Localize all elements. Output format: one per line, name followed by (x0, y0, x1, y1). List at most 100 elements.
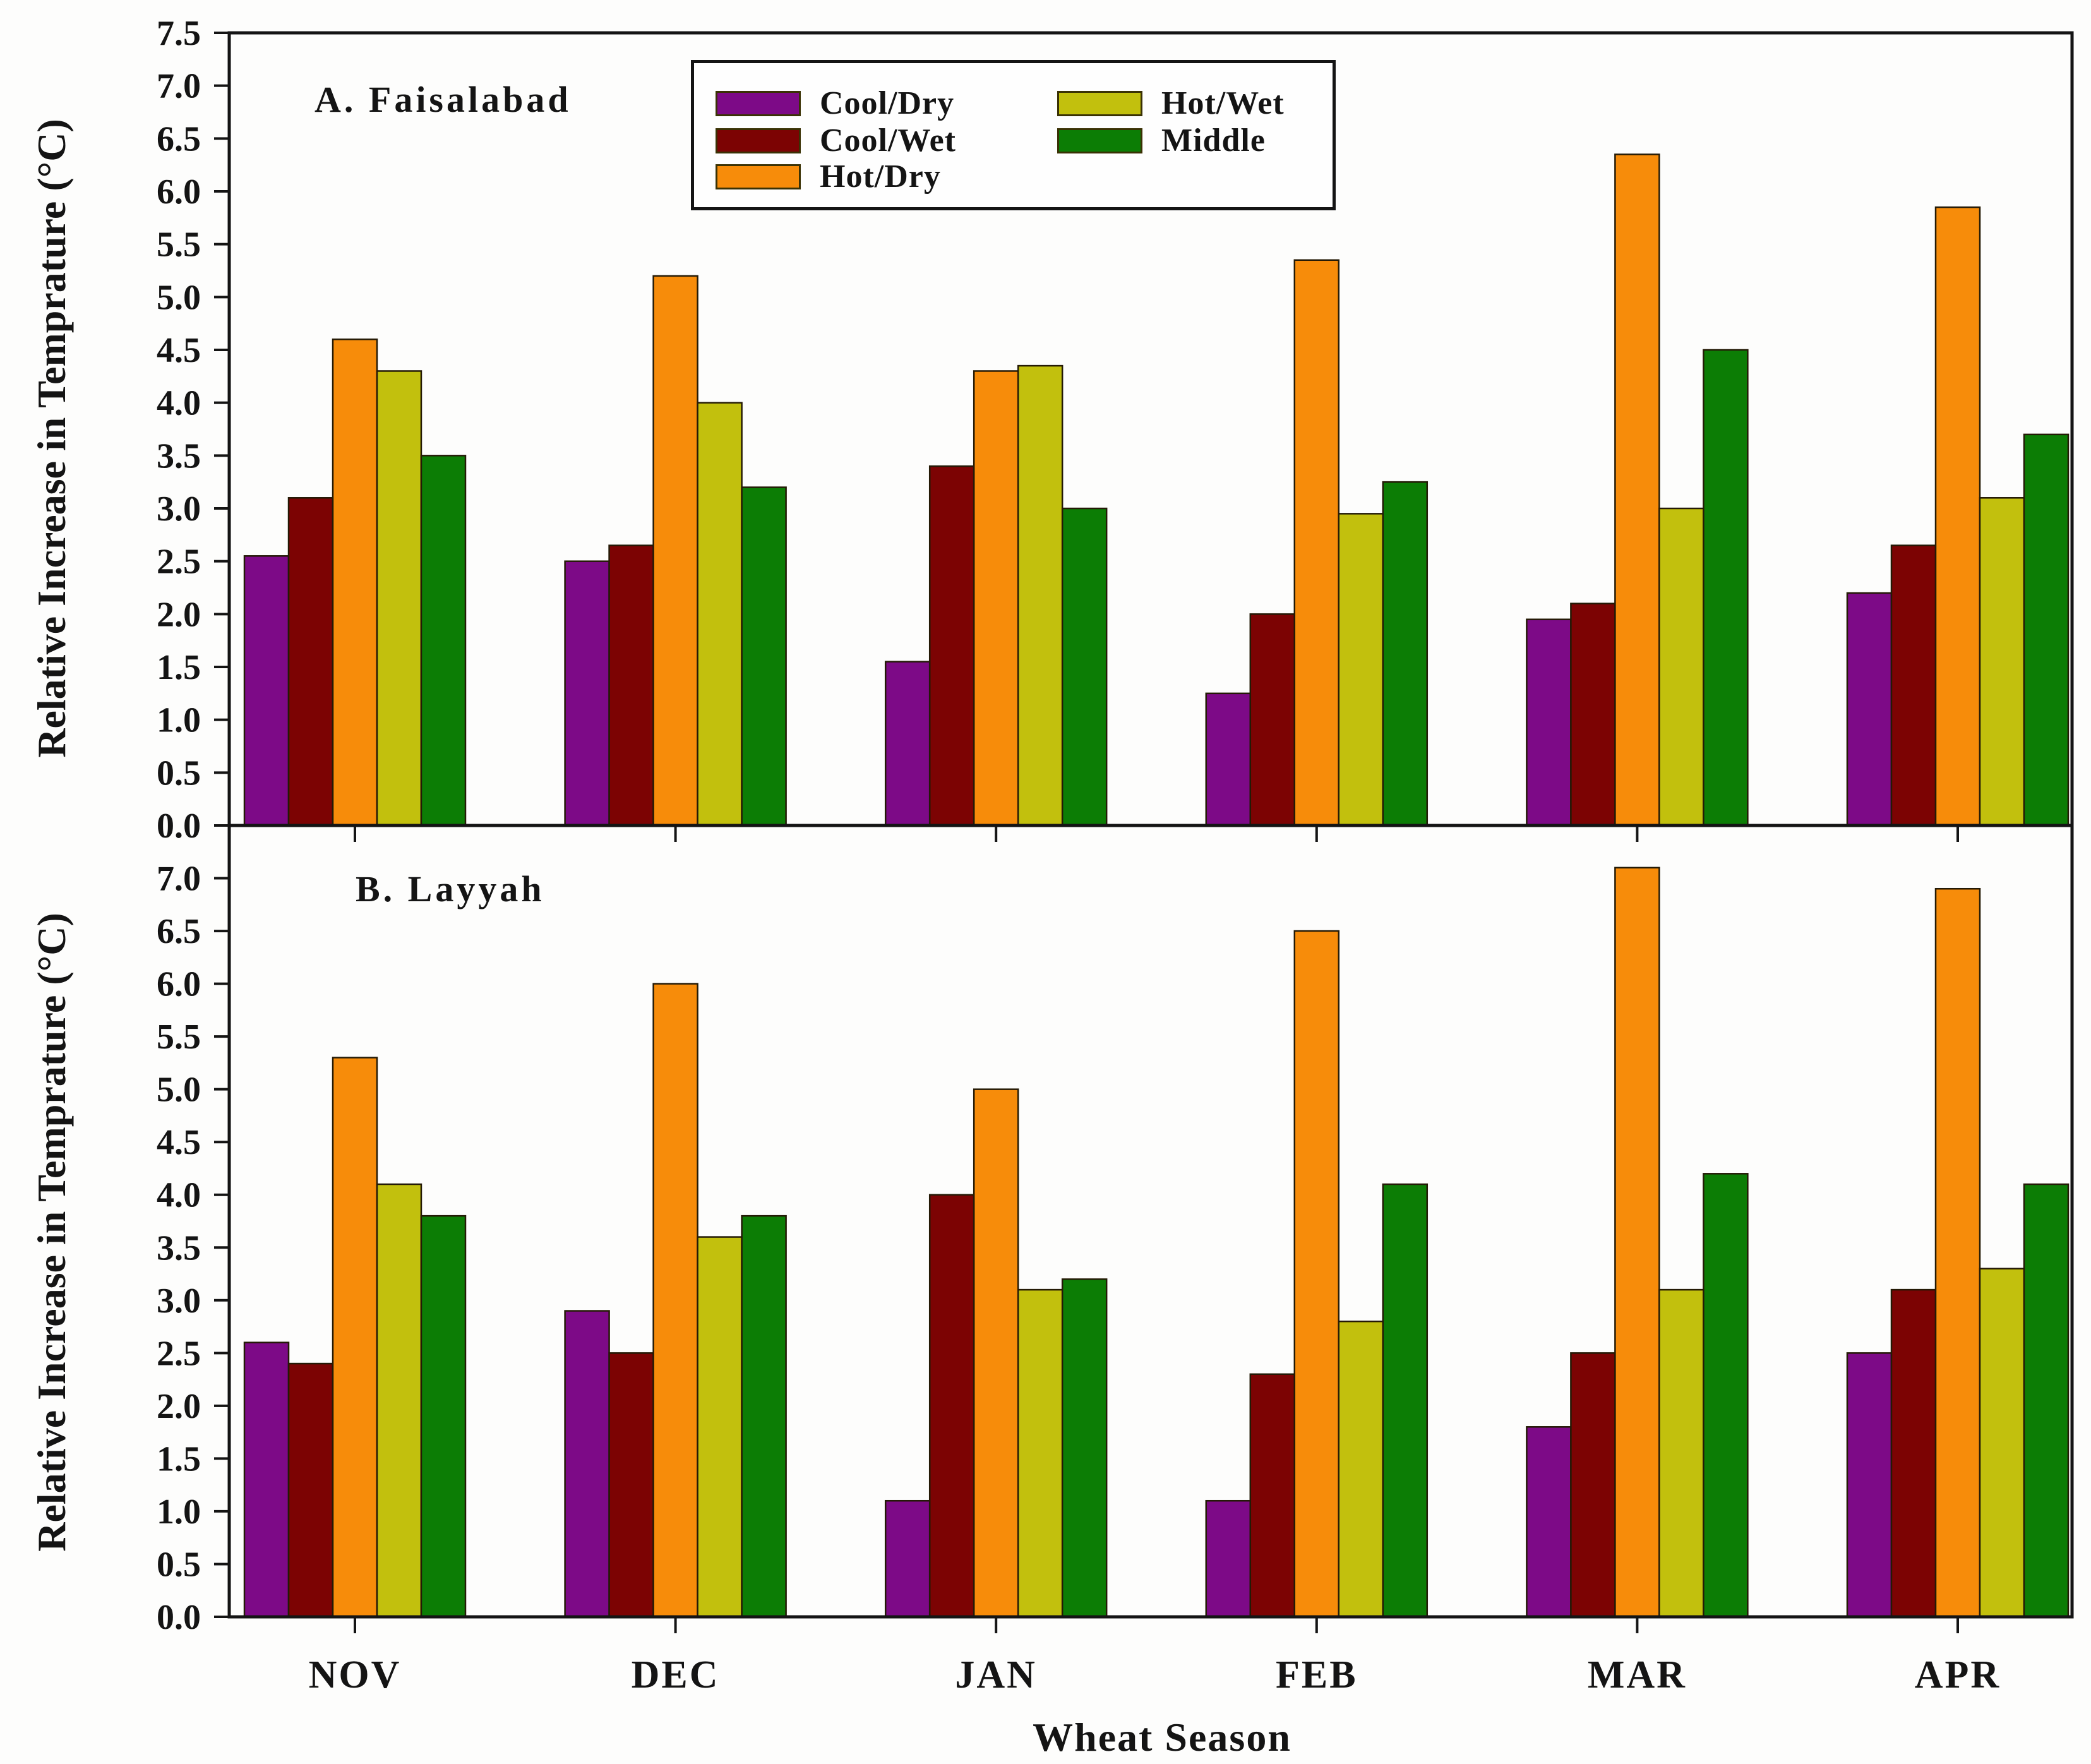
y-tick-label: 3.0 (157, 489, 201, 529)
y-tick-label: 3.5 (157, 1228, 201, 1268)
bar-apr-hot-dry (1934, 887, 1981, 1618)
bar-apr-middle (2023, 433, 2070, 827)
bar-mar-middle (1703, 1173, 1749, 1618)
bar-nov-hot-wet (376, 370, 422, 827)
y-tick-label: 5.5 (157, 1017, 201, 1057)
bar-dec-hot-dry (652, 983, 698, 1618)
bar-feb-hot-wet (1338, 1320, 1384, 1618)
x-tick-label: DEC (632, 1653, 720, 1696)
bar-feb-middle (1382, 1183, 1429, 1618)
bar-jan-hot-wet (1017, 364, 1063, 827)
y-tick-label: 0.0 (157, 807, 201, 846)
bar-dec-middle (741, 1215, 787, 1618)
legend: Cool/Dry Cool/Wet Hot/Dry Hot/Wet Middle (691, 60, 1336, 210)
y-axis-title-panel-b: Relative Increase in Temprature (°C) (29, 913, 74, 1552)
bar-mar-middle (1703, 349, 1749, 827)
y-tick-label: 3.5 (157, 436, 201, 476)
bar-apr-hot-dry (1934, 206, 1981, 827)
y-tick-label: 7.0 (157, 67, 201, 106)
y-tick-label: 5.0 (157, 278, 201, 317)
bar-mar-cool-dry (1526, 618, 1572, 827)
legend-item-cool-wet: Cool/Wet (716, 122, 956, 159)
bar-apr-hot-wet (1979, 1268, 2025, 1618)
bar-mar-cool-wet (1570, 1352, 1616, 1618)
legend-label-cool-dry: Cool/Dry (820, 85, 955, 121)
bar-feb-cool-dry (1205, 1499, 1252, 1618)
legend-item-cool-dry: Cool/Dry (716, 85, 954, 122)
bar-nov-middle (420, 455, 467, 827)
legend-label-middle: Middle (1161, 123, 1266, 159)
bar-jan-middle (1061, 507, 1108, 827)
panel-label-faisalabad: A. Faisalabad (315, 79, 572, 120)
x-tick-label: NOV (309, 1653, 402, 1696)
legend-item-hot-wet: Hot/Wet (1057, 85, 1285, 122)
y-tick-label: 2.5 (157, 1334, 201, 1373)
y-tick-label: 4.5 (157, 331, 201, 370)
legend-swatch-cool-wet (716, 128, 801, 153)
panel-a-faisalabad: 0.0 0.5 1.0 1.5 2.0 2.5 3.0 3.5 4.0 4.5 5.0 5.5 6.0 6… (157, 14, 2074, 846)
x-axis-title: Wheat Season (1033, 1715, 1291, 1760)
bar-jan-cool-dry (884, 661, 931, 827)
bar-nov-hot-dry (332, 1057, 378, 1618)
legend-swatch-hot-dry (716, 164, 801, 189)
bar-apr-hot-wet (1979, 497, 2025, 827)
bar-feb-cool-wet (1249, 613, 1296, 827)
bar-mar-hot-wet (1658, 1288, 1705, 1618)
bar-mar-cool-dry (1526, 1426, 1572, 1618)
y-tick-label: 0.0 (157, 1598, 201, 1637)
panel-label-layyah: B. Layyah (356, 868, 545, 909)
legend-item-hot-dry: Hot/Dry (716, 158, 941, 195)
bar-mar-hot-dry (1614, 867, 1660, 1618)
bar-dec-cool-dry (564, 560, 610, 827)
bar-dec-hot-dry (652, 275, 698, 827)
y-tick-label: 0.5 (157, 1545, 201, 1584)
y-tick-label: 7.5 (157, 14, 201, 53)
bar-mar-hot-dry (1614, 153, 1660, 827)
panel-border (227, 824, 2074, 1619)
legend-label-hot-dry: Hot/Dry (820, 159, 941, 195)
bar-dec-cool-wet (608, 1352, 654, 1618)
bar-jan-cool-dry (884, 1499, 931, 1618)
x-tick-label: APR (1915, 1653, 2001, 1696)
bar-nov-cool-dry (243, 1341, 290, 1618)
y-axis-title-panel-a: Relative Increase in Temprature (°C) (29, 119, 74, 758)
legend-swatch-middle (1057, 128, 1142, 153)
bar-dec-hot-wet (697, 402, 743, 827)
bar-dec-cool-wet (608, 544, 654, 827)
x-tick-label: MAR (1588, 1653, 1687, 1696)
y-tick-label: 1.0 (157, 1492, 201, 1532)
bar-dec-cool-dry (564, 1310, 610, 1618)
bar-feb-hot-dry (1293, 930, 1340, 1618)
legend-item-middle: Middle (1057, 122, 1266, 159)
y-tick-label: 1.5 (157, 1439, 201, 1479)
bar-jan-cool-wet (928, 465, 975, 827)
bar-jan-hot-dry (973, 1088, 1019, 1618)
y-tick-label: 4.5 (157, 1123, 201, 1162)
y-tick-label: 7.0 (157, 860, 201, 899)
bar-mar-hot-wet (1658, 507, 1705, 827)
bar-feb-hot-wet (1338, 513, 1384, 827)
y-tick-label: 6.0 (157, 965, 201, 1004)
bar-apr-cool-dry (1846, 592, 1893, 827)
x-tick-label: FEB (1276, 1653, 1358, 1696)
legend-label-hot-wet: Hot/Wet (1161, 85, 1285, 121)
bar-feb-middle (1382, 481, 1429, 827)
legend-swatch-cool-dry (716, 90, 801, 116)
bar-nov-cool-dry (243, 555, 290, 827)
bar-nov-hot-dry (332, 339, 378, 827)
bar-dec-middle (741, 486, 787, 827)
y-tick-label: 4.0 (157, 1176, 201, 1215)
y-tick-label: 1.0 (157, 701, 201, 740)
bar-feb-cool-dry (1205, 692, 1252, 827)
y-tick-label: 2.0 (157, 595, 201, 634)
legend-label-cool-wet: Cool/Wet (820, 123, 956, 159)
y-tick-label: 6.5 (157, 912, 201, 951)
bar-jan-hot-dry (973, 370, 1019, 827)
y-tick-label: 6.5 (157, 119, 201, 159)
y-tick-label: 5.0 (157, 1071, 201, 1110)
bar-nov-cool-wet (287, 1362, 334, 1618)
bar-nov-cool-wet (287, 497, 334, 827)
bar-feb-cool-wet (1249, 1373, 1296, 1618)
